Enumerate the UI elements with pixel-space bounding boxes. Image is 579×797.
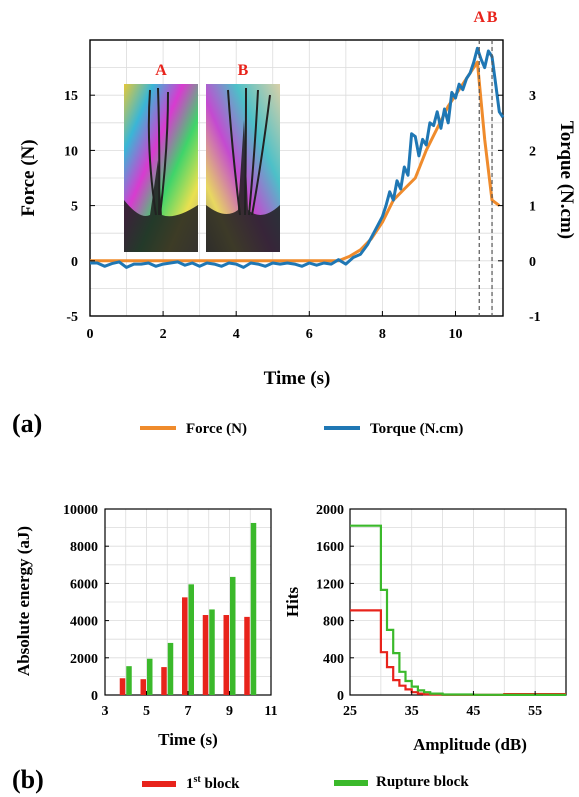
legend-force-label: Force (N)	[186, 421, 247, 437]
event-marker-label: A	[473, 9, 485, 26]
rupture-block-step-line	[350, 524, 566, 696]
legend-torque-label: Torque (N.cm)	[370, 421, 463, 437]
x-tick-label: 55	[528, 704, 542, 719]
rupture-block-bar	[167, 642, 174, 695]
force-tick-label: 5	[71, 200, 78, 215]
x-tick-label: 3	[102, 704, 109, 719]
first-block-step-line	[350, 609, 566, 696]
hits-amplitude-chart: 25 35 45 55 0 400 800 1200 1600 2000 Hits Amplitu…	[283, 503, 567, 754]
absolute-energy-chart: 3 5 7 9 11 0 2000 4000 6000 8000 10000 Absolute en…	[14, 503, 278, 749]
hits-amplitude-series	[350, 524, 566, 696]
event-marker-label: B	[487, 9, 498, 26]
rupture-block-bar	[209, 609, 215, 695]
x-tick-label: 7	[185, 704, 192, 719]
inset-photo-a-label: A	[155, 62, 167, 79]
legend-first-block-label: 1st block	[186, 774, 240, 792]
force-tick-label: 15	[64, 89, 78, 104]
x-tick-label: 25	[343, 704, 357, 719]
legend-a: Force (N) Torque (N.cm)	[140, 421, 463, 437]
amplitude-axis-title: Amplitude (dB)	[413, 735, 527, 754]
rupture-block-bar	[126, 666, 132, 695]
torque-line	[90, 46, 505, 269]
force-torque-plot-frame	[89, 39, 504, 317]
legend-rupture-block-swatch	[334, 780, 368, 786]
y-tick-label: 8000	[70, 540, 98, 555]
first-block-bar	[182, 597, 188, 695]
legend-first-block-swatch	[142, 781, 176, 787]
energy-axis-title: Absolute energy (aJ)	[14, 526, 33, 676]
torque-tick-label: 2	[529, 144, 536, 159]
force-tick-label: 0	[71, 255, 78, 270]
x-tick-label: 45	[466, 704, 480, 719]
y-tick-label: 1600	[316, 540, 344, 555]
x-tick-label: 5	[143, 704, 150, 719]
inset-photo-a: A	[124, 62, 198, 252]
y-tick-label: 1200	[316, 577, 344, 592]
force-torque-ticks: 0 2 4 6 8 10 -5 0 5 10 15 -1 0 1 2 3	[64, 89, 541, 342]
hits-amplitude-grid	[349, 508, 567, 696]
first-block-bar	[223, 615, 229, 695]
torque-tick-label: -1	[529, 310, 541, 325]
inset-photos: A B	[124, 62, 280, 252]
time-axis-title-b: Time (s)	[158, 730, 218, 749]
panel-label-a: (a)	[12, 409, 42, 438]
y-tick-label: 0	[91, 689, 98, 704]
first-block-bar	[140, 679, 146, 695]
y-tick-label: 2000	[316, 503, 344, 518]
y-tick-label: 4000	[70, 615, 98, 630]
torque-tick-label: 1	[529, 200, 536, 215]
legend-b: 1st block Rupture block	[142, 774, 469, 792]
rupture-block-bar	[230, 576, 236, 695]
y-tick-label: 400	[323, 652, 344, 667]
time-axis-title-a: Time (s)	[264, 368, 331, 389]
rupture-block-bar	[250, 522, 257, 695]
x-tick-label: 9	[226, 704, 233, 719]
x-tick-label: 35	[405, 704, 419, 719]
rupture-block-bar	[188, 584, 194, 695]
torque-tick-label: 3	[529, 89, 536, 104]
y-tick-label: 2000	[70, 652, 98, 667]
legend-rupture-block-label: Rupture block	[376, 774, 469, 790]
force-tick-label: 10	[64, 144, 78, 159]
absolute-energy-bars	[119, 522, 257, 695]
force-axis-title: Force (N)	[18, 139, 39, 216]
torque-axis-title: Torque (N.cm)	[556, 121, 577, 239]
torque-tick-label: 0	[529, 255, 536, 270]
y-tick-label: 6000	[70, 577, 98, 592]
absolute-energy-ticks: 3 5 7 9 11 0 2000 4000 6000 8000 10000	[63, 503, 278, 719]
inset-photo-b-label: B	[238, 62, 249, 79]
force-torque-series	[90, 46, 505, 269]
hits-axis-title: Hits	[283, 587, 302, 618]
y-tick-label: 10000	[63, 503, 98, 518]
y-tick-label: 0	[337, 689, 344, 704]
x-tick-label: 0	[87, 327, 94, 342]
first-block-bar	[202, 615, 209, 695]
x-tick-label: 11	[264, 704, 277, 719]
first-block-bar	[119, 678, 126, 695]
x-tick-label: 10	[448, 327, 462, 342]
y-tick-label: 800	[323, 615, 344, 630]
inset-photo-b: B	[206, 62, 280, 252]
first-block-bar	[161, 667, 167, 695]
x-tick-label: 6	[306, 327, 313, 342]
rupture-block-bar	[147, 658, 153, 695]
panel-label-b: (b)	[12, 765, 44, 794]
hits-amplitude-ticks: 25 35 45 55 0 400 800 1200 1600 2000	[316, 503, 542, 719]
first-block-bar	[244, 616, 250, 695]
force-tick-label: -5	[66, 310, 78, 325]
x-tick-label: 4	[233, 327, 240, 342]
x-tick-label: 8	[379, 327, 386, 342]
x-tick-label: 2	[160, 327, 167, 342]
